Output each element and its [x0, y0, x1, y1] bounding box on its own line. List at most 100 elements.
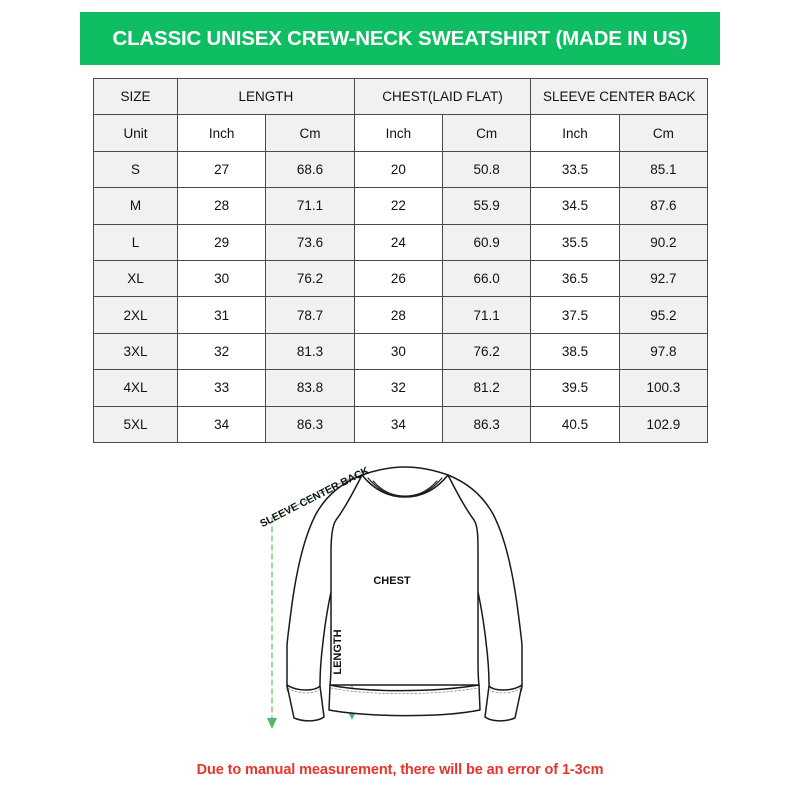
measure-label-length: LENGTH [332, 629, 344, 674]
cell-length-cm: 78.7 [265, 296, 355, 334]
cell-length-inch: 34 [176, 405, 267, 443]
sweatshirt-body-outline [286, 466, 523, 700]
cell-size: M [93, 187, 178, 225]
cell-chest-cm: 86.3 [441, 405, 532, 443]
table-group-header-row: SIZE LENGTH CHEST(LAID FLAT) SLEEVE CENT… [93, 77, 709, 116]
left-cuff [286, 684, 325, 722]
cell-chest-inch: 32 [353, 369, 444, 407]
table-row: 2XL 31 78.7 28 71.1 37.5 95.2 [93, 296, 709, 334]
sleeve-bottom-arrowhead [267, 718, 277, 729]
table-row: XL 30 76.2 26 66.0 36.5 92.7 [93, 259, 709, 298]
cell-chest-inch: 26 [353, 259, 444, 298]
cell-length-cm: 76.2 [265, 259, 355, 298]
cell-sleeve-cm: 87.6 [618, 187, 709, 225]
cell-size: XL [93, 259, 178, 298]
cell-length-inch: 33 [176, 369, 267, 407]
col-header-length: LENGTH [177, 77, 355, 116]
cell-sleeve-inch: 33.5 [530, 150, 620, 189]
cell-sleeve-cm: 92.7 [618, 259, 709, 298]
col-header-size: SIZE [93, 77, 178, 116]
cell-sleeve-inch: 35.5 [530, 223, 620, 261]
measurement-disclaimer: Due to manual measurement, there will be… [196, 762, 604, 778]
cell-sleeve-cm: 85.1 [618, 150, 709, 189]
cell-chest-inch: 22 [353, 187, 444, 225]
cell-size: 5XL [93, 405, 178, 443]
collar-rib-line-1 [367, 477, 443, 498]
unit-header-length-inch: Inch [176, 114, 267, 152]
unit-header-label: Unit [93, 114, 178, 152]
cell-sleeve-cm: 90.2 [618, 223, 709, 261]
cell-sleeve-inch: 39.5 [530, 369, 620, 407]
cell-size: S [93, 150, 178, 189]
collar-rib-line-2 [372, 480, 438, 497]
table-row: S 27 68.6 20 50.8 33.5 85.1 [93, 150, 709, 189]
cell-length-inch: 30 [176, 259, 267, 298]
cell-sleeve-inch: 40.5 [530, 405, 620, 443]
size-table: SIZE LENGTH CHEST(LAID FLAT) SLEEVE CENT… [93, 77, 709, 443]
cell-length-cm: 86.3 [265, 405, 355, 443]
cell-size: 4XL [93, 369, 178, 407]
table-unit-header-row: Unit Inch Cm Inch Cm Inch Cm [93, 114, 709, 152]
right-armhole-seam [447, 474, 479, 593]
cell-length-cm: 73.6 [265, 223, 355, 261]
unit-header-chest-cm: Cm [441, 114, 532, 152]
cell-size: 3XL [93, 332, 178, 371]
cell-chest-cm: 66.0 [441, 259, 532, 298]
cell-chest-cm: 55.9 [441, 187, 532, 225]
sleeve-diagonal-guide [271, 471, 363, 519]
cell-length-cm: 68.6 [265, 150, 355, 189]
table-row: 5XL 34 86.3 34 86.3 40.5 102.9 [93, 405, 709, 443]
sweatshirt-illustration: SLEEVE CENTER BACK CHEST LENGTH [258, 464, 523, 729]
table-body: S 27 68.6 20 50.8 33.5 85.1 M 28 71.1 22 55.9 34.5 87… [93, 150, 709, 443]
right-cuff-stitch [488, 687, 522, 694]
cell-chest-cm: 50.8 [441, 150, 532, 189]
garment-diagram: SLEEVE CENTER BACK CHEST LENGTH [240, 452, 570, 752]
cell-length-cm: 81.3 [265, 332, 355, 371]
table-row: L 29 73.6 24 60.9 35.5 90.2 [93, 223, 709, 261]
cell-sleeve-inch: 36.5 [530, 259, 620, 298]
cell-length-cm: 71.1 [265, 187, 355, 225]
table-row: M 28 71.1 22 55.9 34.5 87.6 [93, 187, 709, 225]
cell-sleeve-cm: 100.3 [618, 369, 709, 407]
cell-chest-cm: 76.2 [441, 332, 532, 371]
cell-chest-cm: 81.2 [441, 369, 532, 407]
size-table-container: SIZE LENGTH CHEST(LAID FLAT) SLEEVE CENT… [93, 77, 709, 443]
cell-sleeve-inch: 38.5 [530, 332, 620, 371]
col-header-sleeve: SLEEVE CENTER BACK [530, 77, 709, 116]
hem-band [328, 684, 481, 717]
cell-sleeve-cm: 95.2 [618, 296, 709, 334]
table-header: SIZE LENGTH CHEST(LAID FLAT) SLEEVE CENT… [93, 77, 709, 152]
left-cuff-stitch [287, 687, 321, 694]
table-row: 4XL 33 83.8 32 81.2 39.5 100.3 [93, 369, 709, 407]
cell-length-inch: 28 [176, 187, 267, 225]
cell-length-inch: 27 [176, 150, 267, 189]
cell-chest-cm: 71.1 [441, 296, 532, 334]
cell-length-inch: 32 [176, 332, 267, 371]
cell-chest-inch: 20 [353, 150, 444, 189]
left-armhole-seam [330, 474, 363, 593]
cell-size: 2XL [93, 296, 178, 334]
cell-length-inch: 31 [176, 296, 267, 334]
title-banner: CLASSIC UNISEX CREW-NECK SWEATSHIRT (MAD… [80, 12, 720, 65]
cell-chest-inch: 30 [353, 332, 444, 371]
unit-header-length-cm: Cm [265, 114, 355, 152]
cell-sleeve-inch: 34.5 [530, 187, 620, 225]
right-cuff [484, 684, 523, 722]
table-row: 3XL 32 81.3 30 76.2 38.5 97.8 [93, 332, 709, 371]
cell-sleeve-inch: 37.5 [530, 296, 620, 334]
cell-chest-cm: 60.9 [441, 223, 532, 261]
cell-length-inch: 29 [176, 223, 267, 261]
unit-header-sleeve-cm: Cm [618, 114, 709, 152]
cell-chest-inch: 24 [353, 223, 444, 261]
cell-chest-inch: 34 [353, 405, 444, 443]
cell-size: L [93, 223, 178, 261]
cell-length-cm: 83.8 [265, 369, 355, 407]
page-title: CLASSIC UNISEX CREW-NECK SWEATSHIRT (MAD… [112, 26, 688, 50]
cell-sleeve-cm: 97.8 [618, 332, 709, 371]
cell-chest-inch: 28 [353, 296, 444, 334]
unit-header-chest-inch: Inch [353, 114, 444, 152]
cell-sleeve-cm: 102.9 [618, 405, 709, 443]
unit-header-sleeve-inch: Inch [530, 114, 620, 152]
measure-label-chest: CHEST [373, 575, 411, 587]
